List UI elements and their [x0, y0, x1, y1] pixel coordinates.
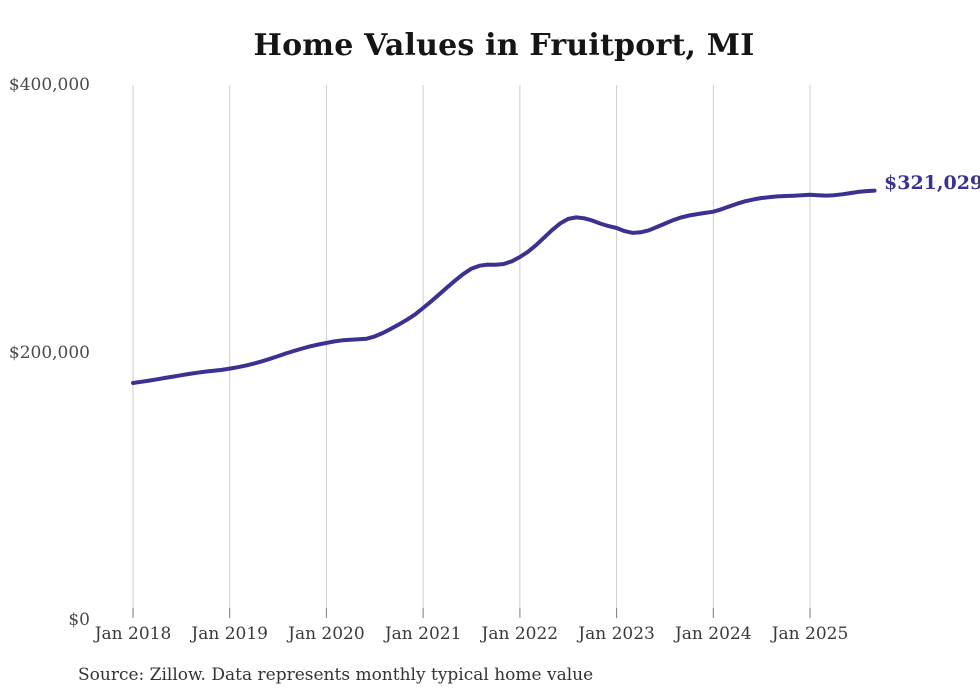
y-axis-label: $200,000: [8, 342, 90, 363]
y-axis-label: $400,000: [8, 75, 90, 95]
x-axis-label: Jan 2022: [481, 624, 559, 644]
end-value-label: $321,029: [884, 172, 980, 194]
y-axis-label: $0: [68, 610, 90, 630]
x-axis-label: Jan 2025: [771, 624, 849, 644]
x-axis-label: Jan 2019: [191, 624, 268, 644]
gridlines: [132, 85, 811, 608]
x-axis-label: Jan 2023: [578, 624, 655, 644]
x-axis-label: Jan 2018: [94, 624, 172, 644]
x-axis-label: Jan 2021: [384, 624, 462, 644]
x-axis-label: Jan 2020: [288, 624, 365, 644]
x-axis-label: Jan 2024: [674, 624, 752, 644]
home-value-line: [131, 188, 877, 385]
chart-title: Home Values in Fruitport, MI: [253, 28, 755, 63]
source-note: Source: Zillow. Data represents monthly …: [78, 665, 594, 685]
x-axis-ticks: [132, 608, 811, 618]
